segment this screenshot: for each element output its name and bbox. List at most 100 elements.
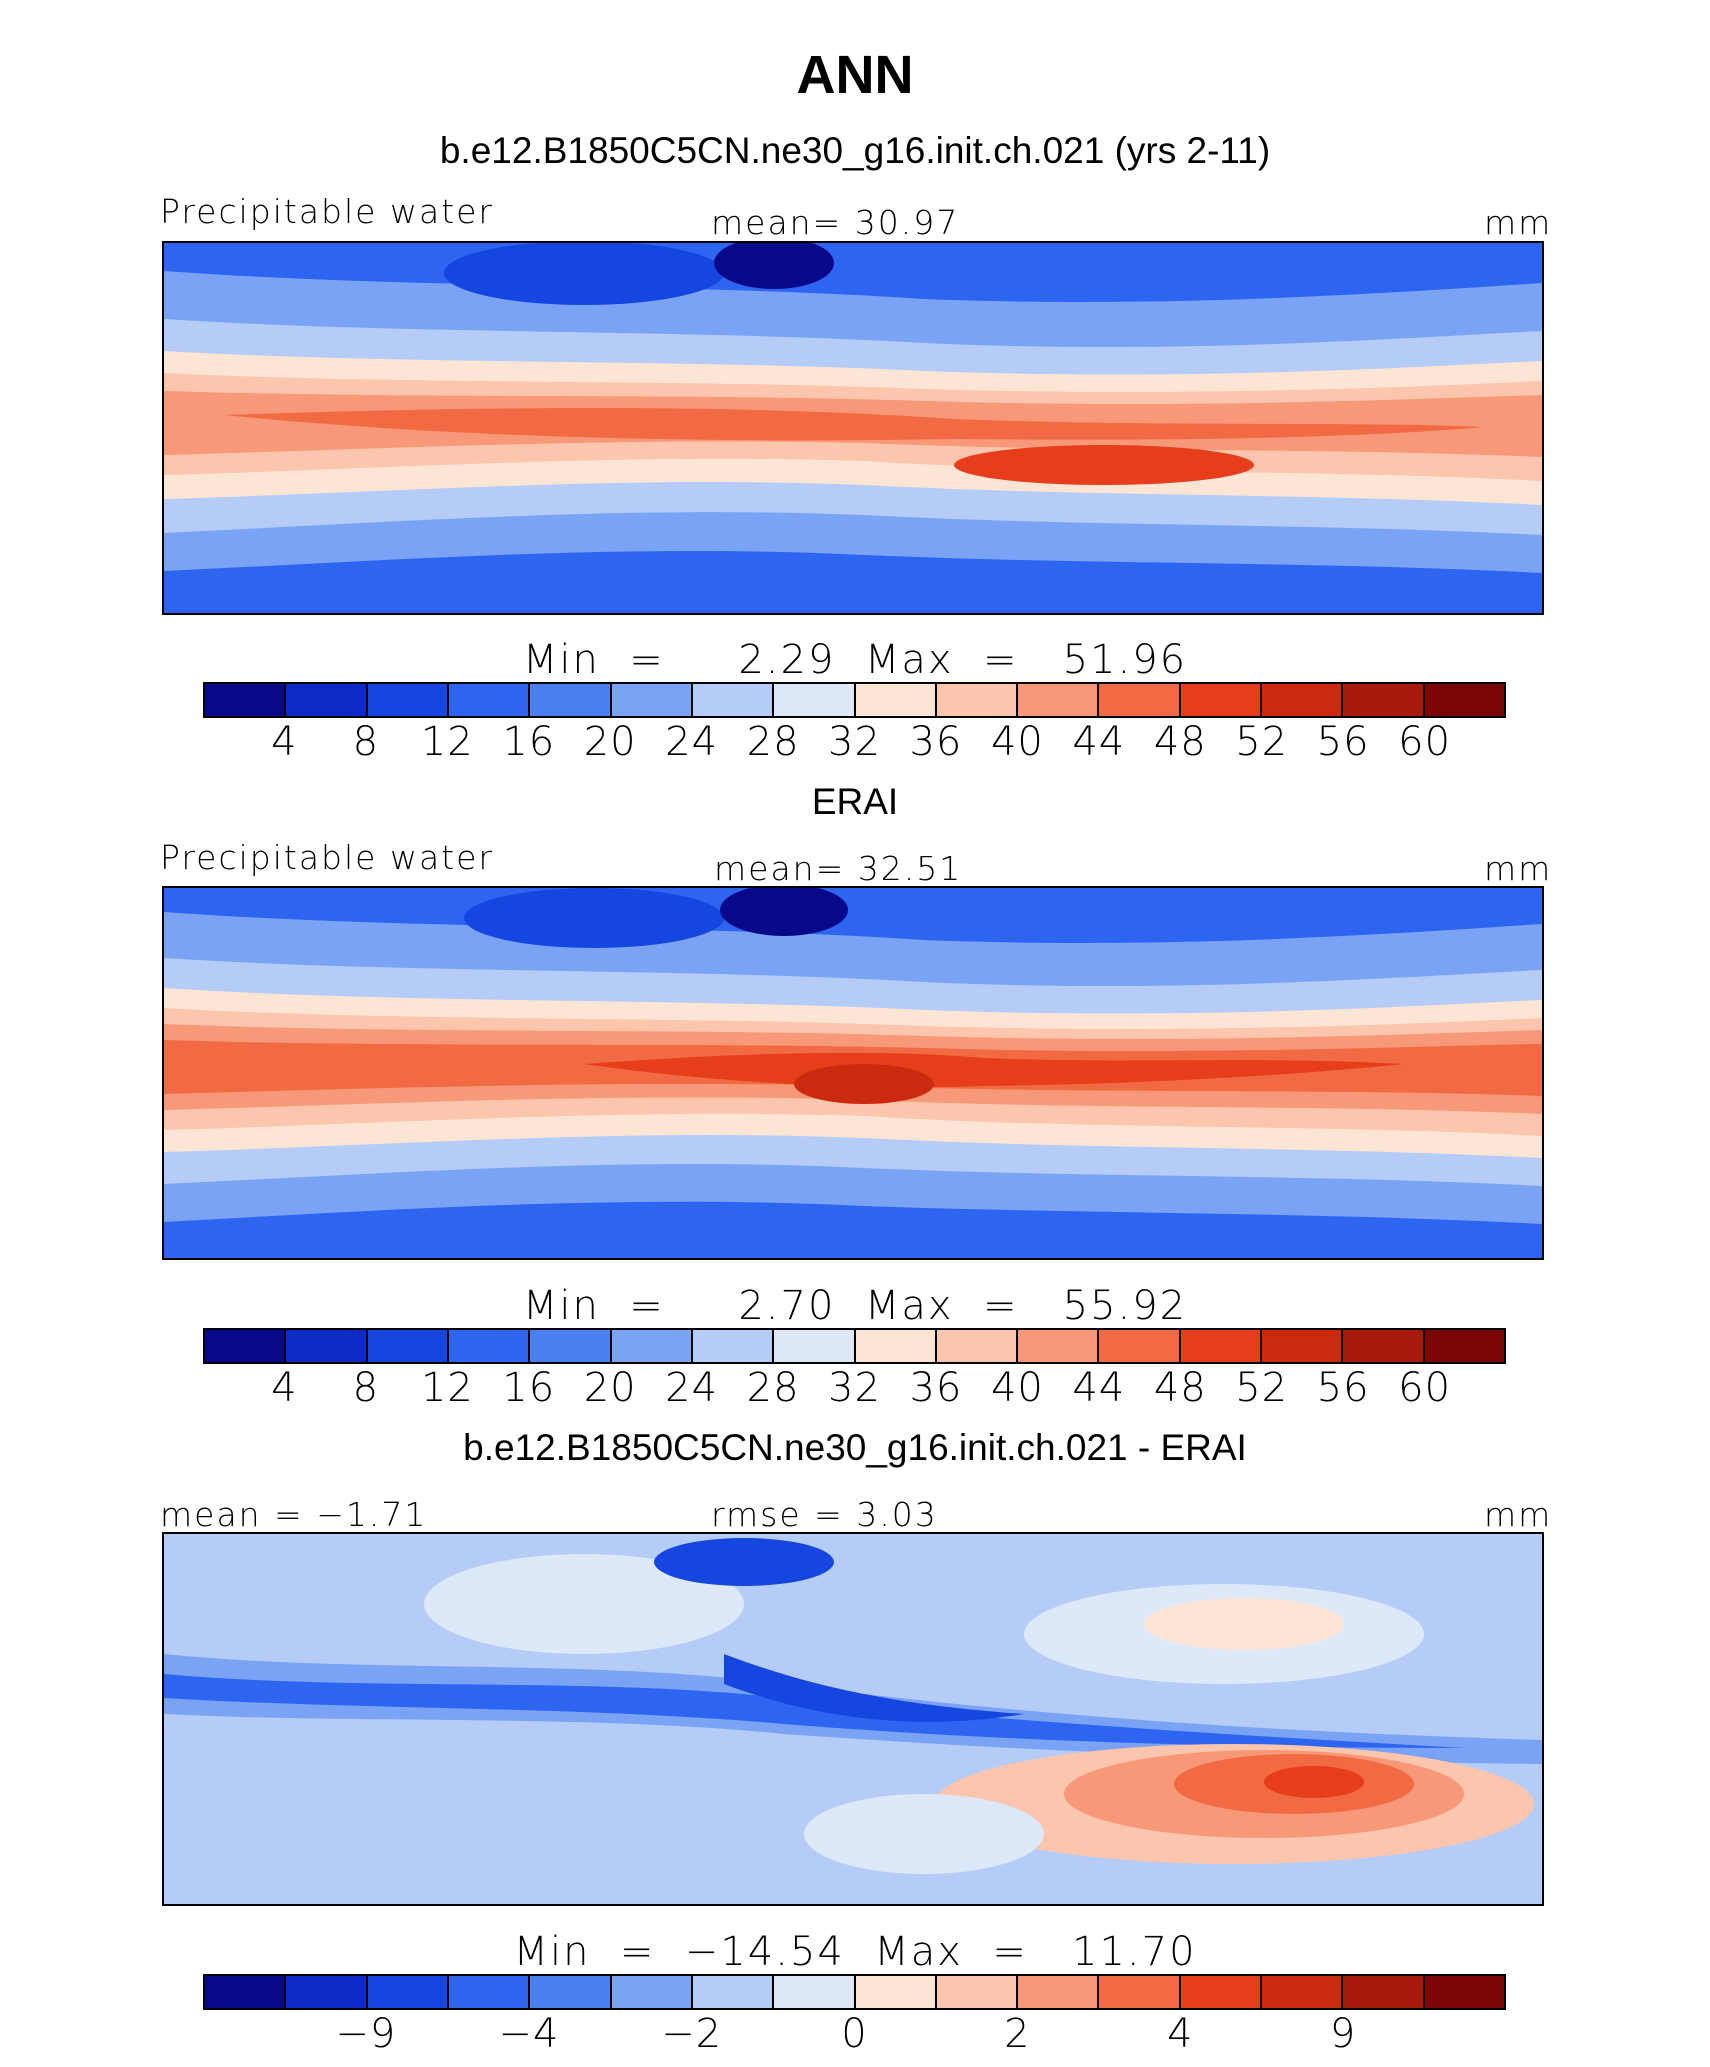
panel-1-subtitle: b.e12.B1850C5CN.ne30_g16.init.ch.021 (yr…: [439, 130, 1271, 171]
colorbar-swatch: [611, 1976, 693, 2008]
colorbar-swatch: [936, 1330, 1019, 1362]
colorbar-tick-label: 40: [990, 719, 1044, 765]
colorbar-swatch: [855, 1976, 937, 2008]
colorbar-tick-label: −4: [498, 2011, 560, 2057]
panel-2-colorbar: [203, 1328, 1506, 1364]
colorbar-swatch: [367, 1976, 449, 2008]
colorbar-tick-label: 44: [1072, 1365, 1126, 1411]
panel-1-colorbar: [203, 682, 1506, 718]
colorbar-swatch: [286, 684, 368, 716]
colorbar-tick-label: 9: [1329, 2011, 1357, 2057]
colorbar-swatch: [611, 1330, 693, 1362]
colorbar-swatch: [611, 684, 693, 716]
panel-2-subtitle: ERAI: [811, 781, 899, 822]
panel-2-variable-label: Precipitable water: [160, 838, 494, 877]
colorbar-swatch: [1262, 684, 1344, 716]
colorbar-swatch: [205, 1330, 287, 1362]
colorbar-tick-label: 48: [1153, 1365, 1207, 1411]
colorbar-swatch: [205, 1976, 287, 2008]
colorbar-swatch: [855, 1330, 937, 1362]
panel-3-colorbar-labels: −9 −4 −2 0 2 4 9: [203, 2011, 1506, 2057]
colorbar-swatch: [855, 684, 937, 716]
colorbar-swatch: [692, 684, 775, 716]
panel-2-contour-field: [164, 888, 1542, 1258]
colorbar-swatch: [1424, 684, 1504, 716]
panel-3-contour-field: [164, 1534, 1542, 1904]
colorbar-tick-label: 56: [1316, 1365, 1370, 1411]
colorbar-swatch: [1018, 684, 1100, 716]
colorbar-swatch: [1343, 684, 1425, 716]
colorbar-swatch: [692, 1976, 775, 2008]
panel-3-subtitle: b.e12.B1850C5CN.ne30_g16.init.ch.021 - E…: [463, 1427, 1247, 1468]
colorbar-tick-label: 36: [909, 719, 963, 765]
panel-3-min-max: Min = −14.54 Max = 11.70: [513, 1929, 1197, 1975]
colorbar-tick-label: 24: [665, 719, 719, 765]
colorbar-swatch: [1018, 1976, 1100, 2008]
colorbar-swatch: [1424, 1330, 1504, 1362]
colorbar-swatch: [1099, 1976, 1181, 2008]
panel-3-mean-label: mean = −1.71: [160, 1495, 428, 1534]
panel-2-units-label: mm: [1484, 849, 1553, 888]
colorbar-tick-label: 12: [420, 719, 474, 765]
colorbar-tick-label: 8: [352, 1365, 380, 1411]
colorbar-swatch: [936, 1976, 1019, 2008]
colorbar-swatch: [448, 684, 531, 716]
colorbar-swatch: [1424, 1976, 1504, 2008]
colorbar-tick-label: 0: [841, 2011, 868, 2057]
panel-1-colorbar-labels: 4 8 12 16 20 24 28 32 36 40 44 48 52 56 …: [203, 719, 1506, 765]
panel-2-map: [162, 886, 1544, 1260]
colorbar-tick-label: 44: [1072, 719, 1126, 765]
colorbar-swatch: [448, 1330, 531, 1362]
panel-1-variable-label: Precipitable water: [160, 192, 494, 231]
colorbar-swatch: [367, 1330, 449, 1362]
colorbar-swatch: [286, 1330, 368, 1362]
colorbar-swatch: [1262, 1330, 1344, 1362]
colorbar-tick-label: 52: [1235, 719, 1289, 765]
colorbar-swatch: [1099, 684, 1181, 716]
colorbar-swatch: [1180, 684, 1263, 716]
colorbar-tick-label: 52: [1235, 1365, 1289, 1411]
panel-3-colorbar: [203, 1974, 1506, 2010]
panel-1-min-max: Min = 2.29 Max = 51.96: [522, 637, 1188, 683]
colorbar-swatch: [367, 684, 449, 716]
colorbar-tick-label: 12: [420, 1365, 474, 1411]
colorbar-tick-label: 4: [1167, 2011, 1194, 2057]
colorbar-swatch: [448, 1976, 531, 2008]
colorbar-swatch: [530, 1330, 612, 1362]
panel-1-contour-field: [164, 243, 1542, 613]
colorbar-swatch: [530, 1976, 612, 2008]
colorbar-tick-label: 8: [352, 719, 380, 765]
colorbar-tick-label: 20: [583, 719, 637, 765]
colorbar-tick-label: 40: [990, 1365, 1044, 1411]
colorbar-swatch: [1262, 1976, 1344, 2008]
colorbar-tick-label: 4: [271, 719, 298, 765]
colorbar-swatch: [936, 684, 1019, 716]
colorbar-swatch: [205, 684, 287, 716]
panel-3-rmse-label: rmse = 3.03: [711, 1495, 938, 1534]
colorbar-tick-label: −2: [661, 2011, 723, 2057]
colorbar-swatch: [1180, 1330, 1263, 1362]
colorbar-tick-label: 24: [665, 1365, 719, 1411]
colorbar-tick-label: 56: [1316, 719, 1370, 765]
panel-3-units-label: mm: [1484, 1495, 1553, 1534]
panel-2-colorbar-labels: 4 8 12 16 20 24 28 32 36 40 44 48 52 56 …: [203, 1365, 1506, 1411]
colorbar-swatch: [1099, 1330, 1181, 1362]
colorbar-tick-label: 36: [909, 1365, 963, 1411]
colorbar-swatch: [286, 1976, 368, 2008]
colorbar-swatch: [1018, 1330, 1100, 1362]
colorbar-tick-label: 16: [502, 719, 556, 765]
colorbar-tick-label: 16: [502, 1365, 556, 1411]
colorbar-swatch: [774, 684, 856, 716]
colorbar-swatch: [1343, 1976, 1425, 2008]
panel-2-min-max: Min = 2.70 Max = 55.92: [522, 1283, 1188, 1329]
colorbar-tick-label: −9: [335, 2011, 397, 2057]
panel-2-mean-label: mean= 32.51: [714, 849, 963, 888]
panel-1-map: [162, 241, 1544, 615]
colorbar-swatch: [774, 1330, 856, 1362]
panel-1-mean-label: mean= 30.97: [711, 203, 960, 242]
panel-1-units-label: mm: [1484, 203, 1553, 242]
colorbar-swatch: [1180, 1976, 1263, 2008]
colorbar-tick-label: 20: [583, 1365, 637, 1411]
figure-title: ANN: [796, 45, 914, 105]
colorbar-tick-label: 48: [1153, 719, 1207, 765]
